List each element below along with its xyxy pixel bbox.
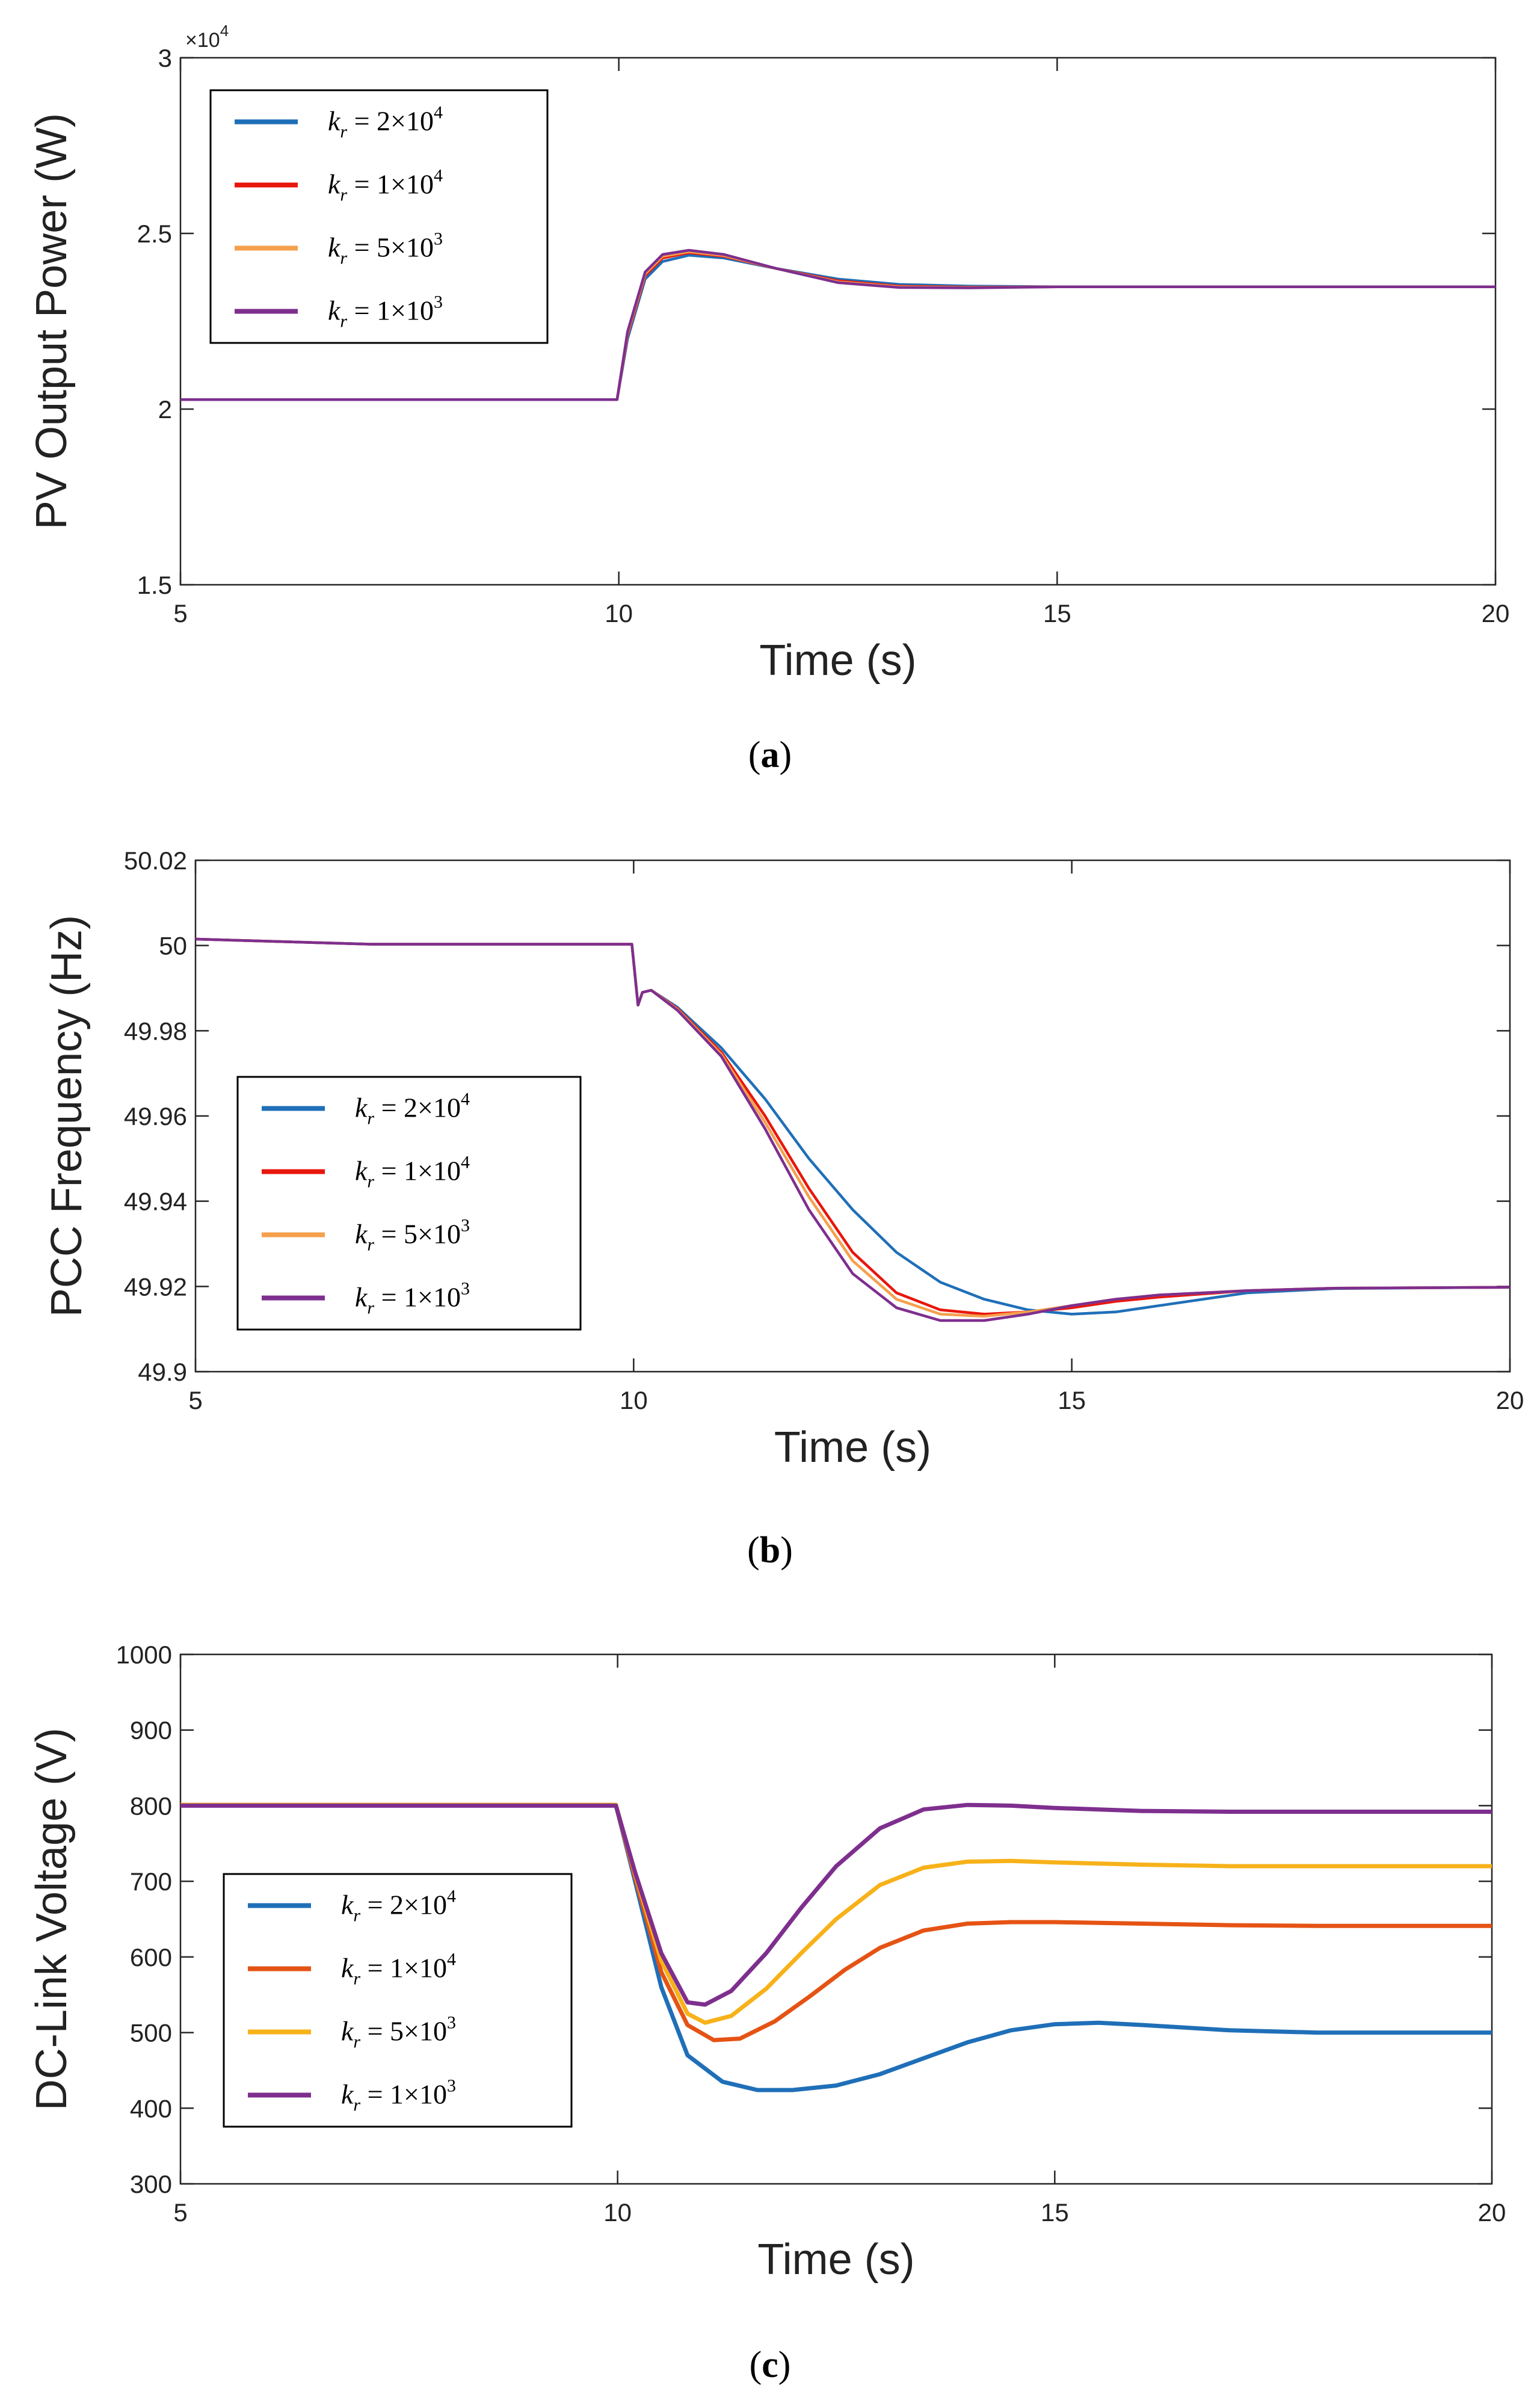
x-axis-label: Time (s) xyxy=(774,1423,931,1472)
y-tick-label: 49.92 xyxy=(124,1272,187,1301)
y-tick-label: 49.98 xyxy=(124,1017,187,1045)
x-tick-label: 5 xyxy=(173,599,187,627)
x-tick-label: 5 xyxy=(173,2198,187,2227)
chart-b: 5 10 15 20 49.9 49.92 49.94 49.96 49.98 50 50.02 Ti… xyxy=(43,846,1524,1472)
y-tick-label: 49.9 xyxy=(138,1358,187,1386)
series-group xyxy=(180,248,1495,401)
y-tick-label: 49.94 xyxy=(124,1188,187,1216)
legend-label-3: kr = 5×103 xyxy=(355,1216,470,1255)
y-tick-label: 900 xyxy=(130,1716,172,1745)
legend-label-3: kr = 5×103 xyxy=(328,229,443,268)
y-tick-label: 2.5 xyxy=(137,220,172,248)
legend-label-4: kr = 1×103 xyxy=(341,2076,456,2115)
legend-box xyxy=(236,1076,582,1331)
y-exponent-label: ×104 xyxy=(185,22,229,52)
legend-label-1: kr = 2×104 xyxy=(355,1090,470,1129)
y-tick-label: 1000 xyxy=(116,1641,172,1669)
legend-label-3: kr = 5×103 xyxy=(341,2013,456,2052)
series-line-2 xyxy=(180,1802,1492,2042)
legend-label-2: kr = 1×104 xyxy=(341,1950,456,1989)
legend: kr = 2×104 kr = 1×104 kr = 5×103 kr = 1×103 xyxy=(236,1076,582,1331)
y-tick-label: 300 xyxy=(130,2170,172,2198)
y-tick-label: 2 xyxy=(158,395,172,424)
x-tick-label: 20 xyxy=(1496,1386,1524,1414)
y-axis-label: DC-Link Voltage (V) xyxy=(28,1728,76,2110)
legend-box xyxy=(223,1873,573,2128)
legend: kr = 2×104 kr = 1×104 kr = 5×103 kr = 1×103 xyxy=(223,1873,573,2128)
x-tick-label: 15 xyxy=(1043,599,1071,627)
x-tick-label: 15 xyxy=(1058,1386,1086,1414)
chart-c: 5 10 15 20 300 400 500 600 700 800 900 1000 Time (s)… xyxy=(28,1641,1506,2284)
y-tick-label: 50.02 xyxy=(124,846,187,875)
x-axis-label: Time (s) xyxy=(759,636,916,685)
y-tick-label: 49.96 xyxy=(124,1102,187,1130)
y-tick-label: 800 xyxy=(130,1792,172,1820)
series-group xyxy=(196,937,1510,1322)
x-tick-label: 10 xyxy=(605,599,633,627)
caption-a: (a) xyxy=(748,735,792,775)
y-exponent-power: 4 xyxy=(220,22,229,40)
series-line-4 xyxy=(196,937,1510,1322)
legend-box xyxy=(209,89,549,344)
series-line-4 xyxy=(180,1802,1492,2007)
x-tick-label: 20 xyxy=(1478,2198,1506,2227)
legend-label-2: kr = 1×104 xyxy=(355,1153,470,1192)
y-tick-label: 600 xyxy=(130,1943,172,1971)
panel-c: 5 10 15 20 300 400 500 600 700 800 900 1000 Time (s)… xyxy=(0,1588,1540,2398)
y-tick-label: 500 xyxy=(130,2019,172,2047)
legend-label-2: kr = 1×104 xyxy=(328,166,443,205)
series-line-4 xyxy=(180,248,1495,401)
legend-label-4: kr = 1×103 xyxy=(355,1279,470,1318)
caption-b: (b) xyxy=(747,1530,793,1571)
x-tick-label: 20 xyxy=(1482,599,1510,627)
panel-b: 5 10 15 20 49.9 49.92 49.94 49.96 49.98 50 50.02 Ti… xyxy=(0,794,1540,1576)
x-tick-label: 10 xyxy=(620,1386,648,1414)
y-tick-label: 400 xyxy=(130,2094,172,2122)
y-axis-label: PCC Frequency (Hz) xyxy=(43,915,91,1317)
x-tick-label: 5 xyxy=(188,1386,202,1414)
y-tick-label: 1.5 xyxy=(137,571,172,599)
y-axis-label: PV Output Power (W) xyxy=(28,113,76,529)
legend-label-1: kr = 2×104 xyxy=(328,103,443,142)
y-tick-label: 700 xyxy=(130,1867,172,1896)
series-group xyxy=(180,1802,1492,2092)
x-tick-label: 10 xyxy=(603,2198,632,2227)
panel-a: 5 10 15 20 1.5 2 2.5 3 Time (s) PV Output Power (… xyxy=(0,0,1540,782)
y-tick-label: 3 xyxy=(158,44,172,72)
caption-c: (c) xyxy=(749,2344,791,2385)
series-line-1 xyxy=(180,1802,1492,2092)
x-axis-label: Time (s) xyxy=(757,2236,914,2284)
legend-label-4: kr = 1×103 xyxy=(328,292,443,331)
legend-label-1: kr = 2×104 xyxy=(341,1887,456,1926)
x-tick-label: 15 xyxy=(1041,2198,1069,2227)
chart-a: 5 10 15 20 1.5 2 2.5 3 Time (s) PV Output Power (… xyxy=(28,22,1510,685)
y-tick-label: 50 xyxy=(159,932,187,960)
series-line-3 xyxy=(180,1802,1492,2025)
legend: kr = 2×104 kr = 1×104 kr = 5×103 kr = 1×103 xyxy=(209,89,549,344)
